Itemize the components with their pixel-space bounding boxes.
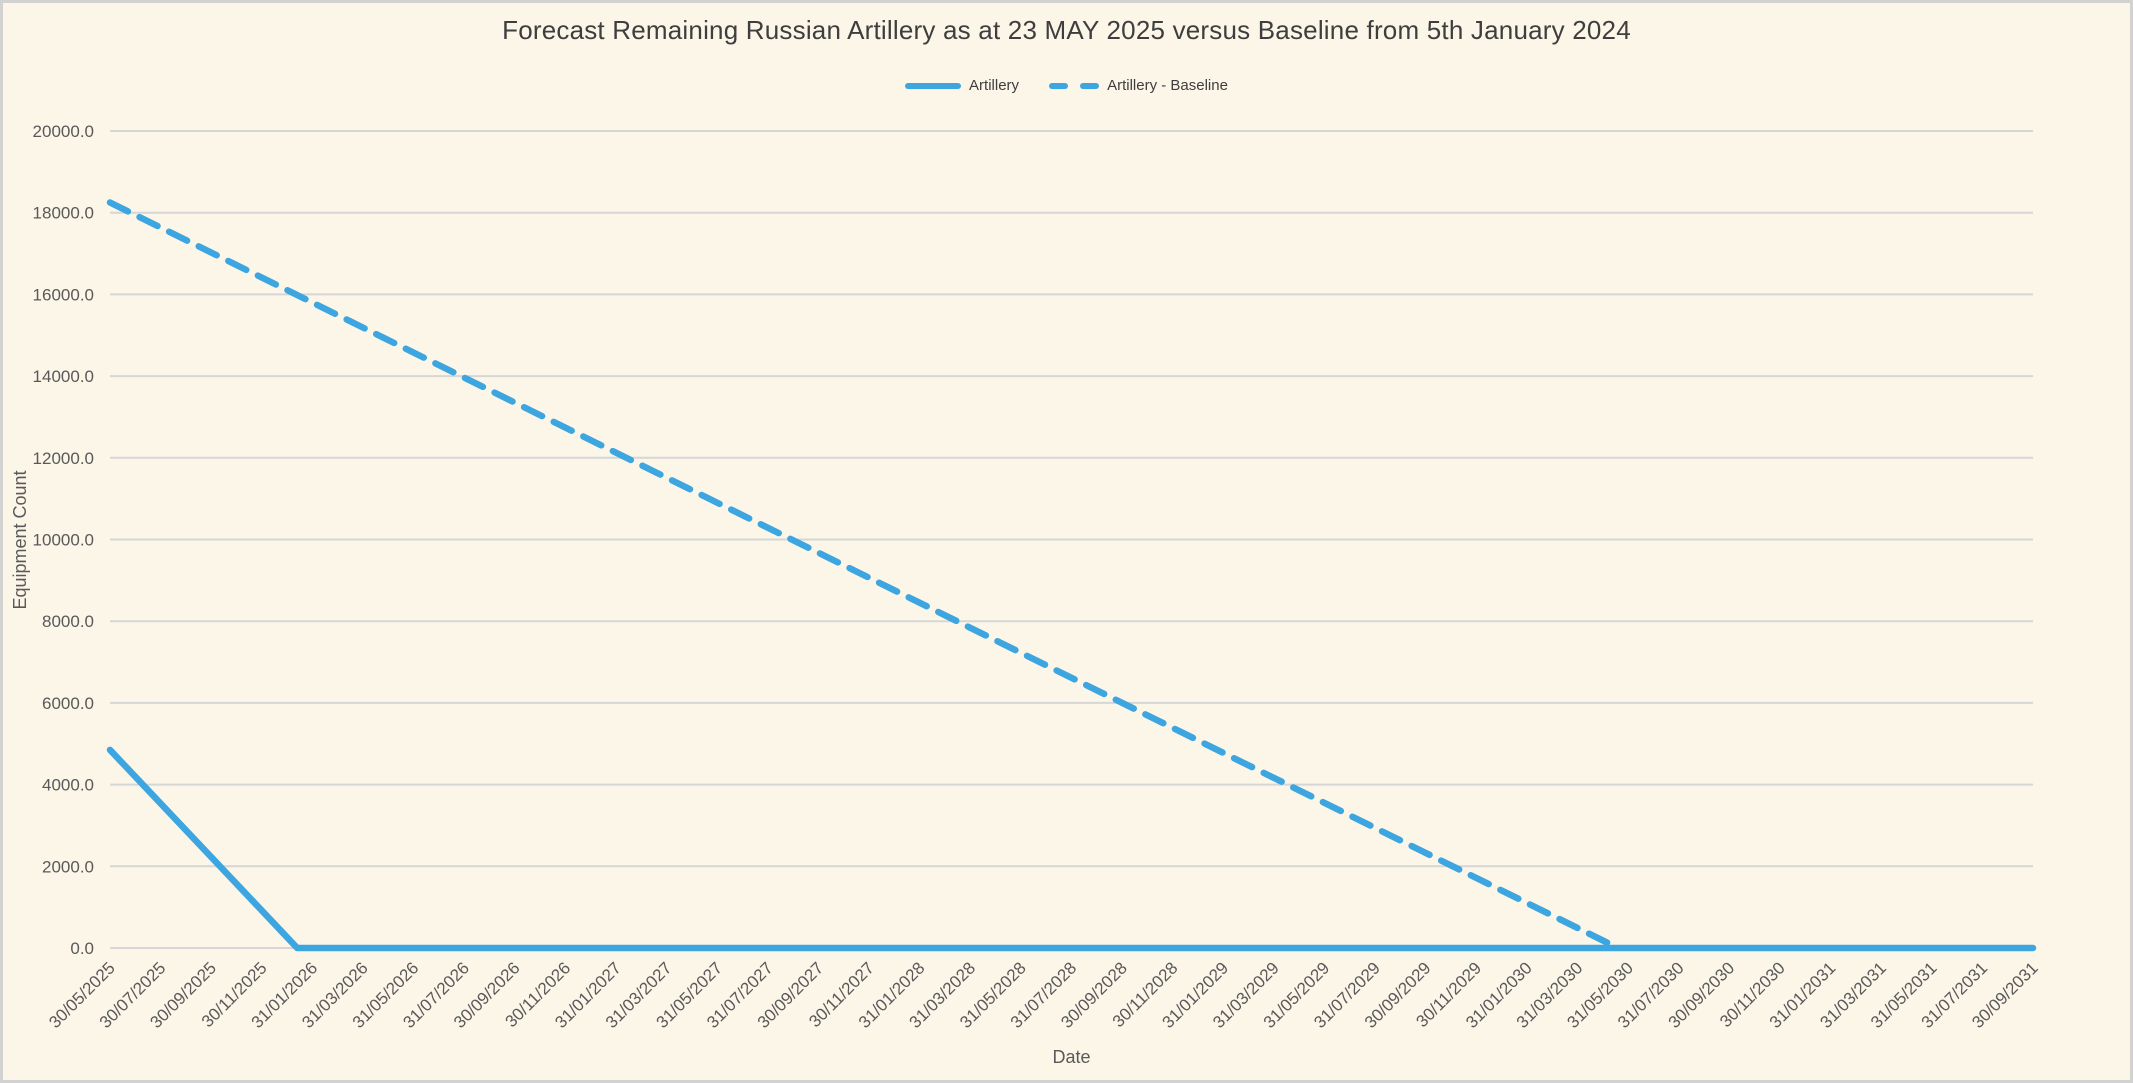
y-tick-label: 4000.0 (42, 776, 94, 795)
chart-legend: Artillery Artillery - Baseline (3, 77, 2130, 94)
dashed-line-swatch-icon (1049, 82, 1100, 89)
y-tick-label: 16000.0 (33, 285, 94, 304)
y-tick-label: 12000.0 (33, 449, 94, 468)
legend-label-artillery-baseline: Artillery - Baseline (1107, 77, 1228, 94)
y-tick-label: 10000.0 (33, 531, 94, 550)
legend-item-artillery[interactable]: Artillery (905, 77, 1019, 94)
y-tick-label: 18000.0 (33, 204, 94, 223)
chart-title: Forecast Remaining Russian Artillery as … (502, 15, 1631, 45)
legend-label-artillery: Artillery (969, 77, 1020, 94)
solid-line-swatch-icon (905, 82, 962, 89)
y-tick-label: 20000.0 (33, 122, 94, 141)
series-line-artillery-baseline[interactable] (106, 199, 1622, 952)
y-tick-label: 0.0 (70, 939, 94, 958)
series-line-artillery[interactable] (106, 746, 2037, 952)
plot-area[interactable]: 0.0 2000.0 4000.0 6000.0 8000.0 10000.0 12000.… (3, 3, 2133, 1083)
y-tick-label: 6000.0 (42, 694, 94, 713)
y-tick-label: 8000.0 (42, 612, 94, 631)
legend-item-artillery-baseline[interactable]: Artillery - Baseline (1049, 77, 1228, 94)
x-axis-title: Date (1052, 1047, 1091, 1067)
y-tick-label: 2000.0 (42, 857, 94, 876)
y-tick-label: 14000.0 (33, 367, 94, 386)
